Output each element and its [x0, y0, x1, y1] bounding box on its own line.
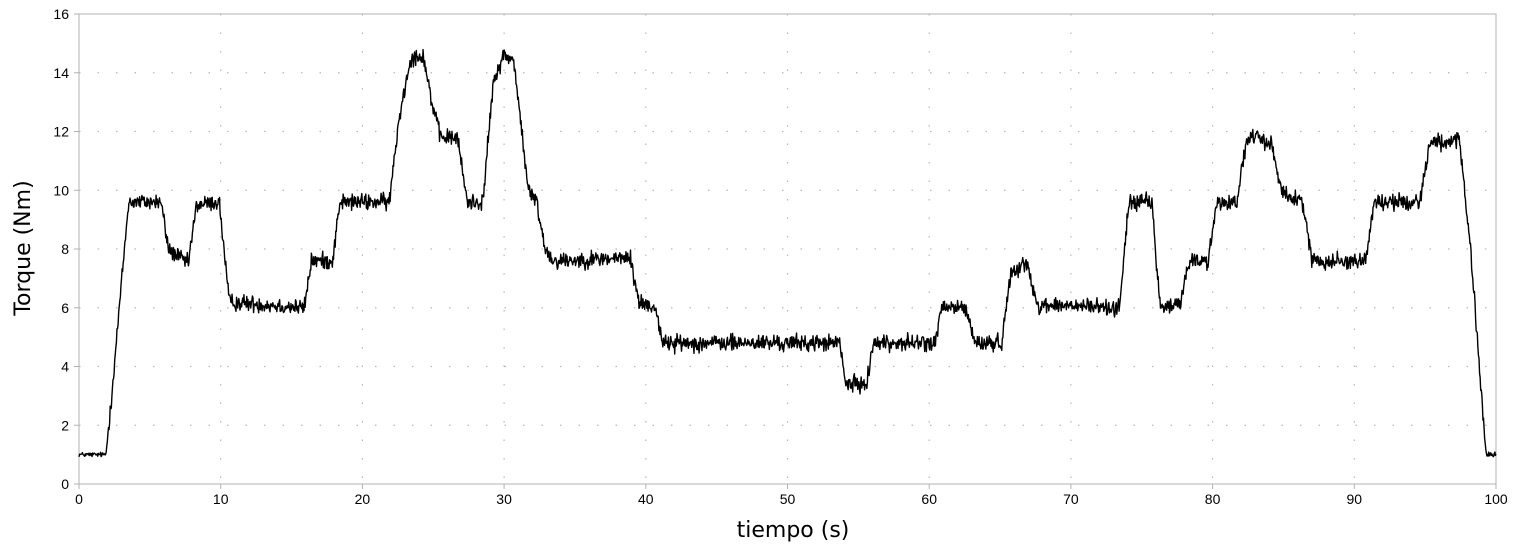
- y-axis-ticks: 0 2 4 6 8 10 12 14 16: [53, 6, 79, 492]
- x-tick-label-20: 20: [355, 491, 371, 507]
- y-tick-label-12: 12: [53, 124, 69, 140]
- x-tick-label-70: 70: [1063, 491, 1079, 507]
- x-tick-label-80: 80: [1205, 491, 1221, 507]
- y-tick-label-6: 6: [61, 300, 69, 316]
- x-tick-label-100: 100: [1484, 491, 1508, 507]
- x-tick-label-60: 60: [921, 491, 937, 507]
- plot-frame: [78, 13, 1497, 485]
- x-tick-label-50: 50: [780, 491, 796, 507]
- x-tick-label-0: 0: [75, 491, 83, 507]
- plot-border: [78, 13, 1497, 485]
- y-tick-label-10: 10: [53, 182, 69, 198]
- series-layer: [78, 48, 1497, 458]
- y-tick-label-8: 8: [61, 241, 69, 257]
- y-tick-label-2: 2: [61, 417, 69, 433]
- x-tick-label-40: 40: [638, 491, 654, 507]
- x-tick-label-10: 10: [213, 491, 229, 507]
- y-axis-title: Torque (Nm): [11, 180, 36, 316]
- grid: [79, 14, 1496, 484]
- y-tick-label-16: 16: [53, 6, 69, 22]
- y-tick-label-14: 14: [53, 65, 69, 81]
- x-axis-ticks: 0 10 20 30 40 50 60 70 80 90 100: [75, 484, 1508, 507]
- torque-series-line: [78, 48, 1497, 458]
- x-tick-label-30: 30: [496, 491, 512, 507]
- x-axis-title: tiempo (s): [737, 518, 850, 543]
- x-tick-label-90: 90: [1347, 491, 1363, 507]
- y-tick-label-0: 0: [61, 476, 69, 492]
- y-tick-label-4: 4: [61, 359, 69, 375]
